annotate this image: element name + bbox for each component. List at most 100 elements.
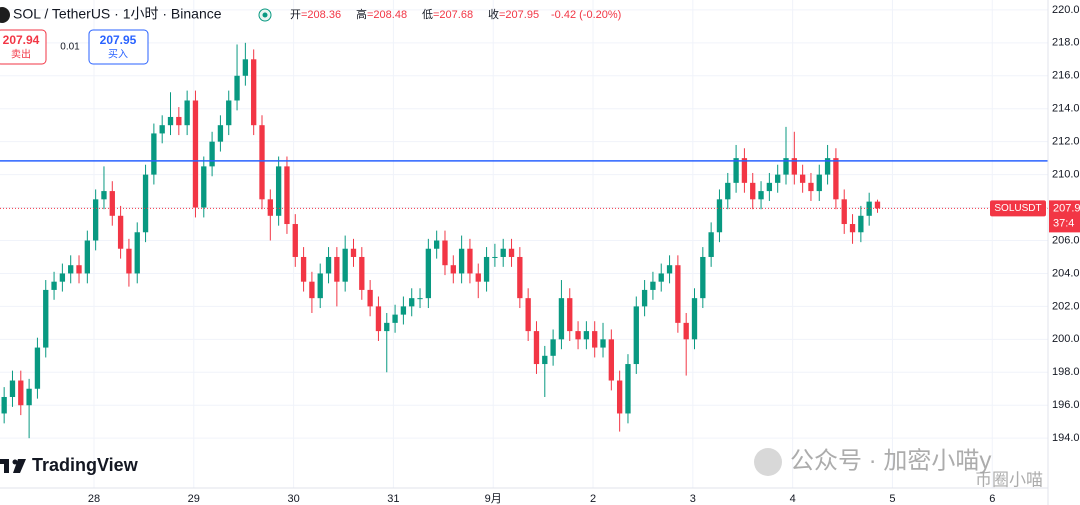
candle-body	[292, 224, 298, 257]
ohlc-label: 收	[488, 7, 499, 21]
candle-body	[691, 298, 698, 340]
candle-body	[334, 256, 340, 282]
logo-mark	[4, 459, 9, 473]
candle-body	[275, 166, 282, 216]
candle-body	[325, 256, 332, 274]
candle-body	[43, 289, 49, 348]
candle-body	[616, 380, 623, 414]
candle-body	[167, 116, 174, 126]
candle-body	[558, 298, 565, 340]
y-tick-label: 200.0	[1052, 333, 1080, 345]
countdown: 37:4	[1053, 217, 1074, 229]
candle-body	[18, 380, 24, 406]
candle-body	[84, 240, 90, 274]
candle-body	[409, 298, 415, 307]
candle-body	[866, 201, 872, 216]
candle-body	[375, 306, 382, 332]
candle-body	[450, 265, 456, 274]
candle-body	[733, 158, 739, 183]
y-tick-label: 206.0	[1052, 234, 1080, 246]
candle-body	[109, 191, 115, 216]
x-tick-label: 4	[790, 493, 796, 505]
candle-body	[317, 273, 323, 299]
candle-body	[517, 256, 523, 299]
candle-body	[242, 59, 249, 76]
x-tick-label: 5	[889, 493, 895, 505]
x-tick-label: 31	[387, 493, 399, 505]
candle-body	[874, 201, 881, 209]
candle-body	[300, 256, 307, 282]
candle-body	[184, 100, 190, 126]
candle-body	[467, 248, 473, 274]
candle-body	[849, 224, 856, 233]
candle-body	[76, 265, 82, 274]
candle-body	[400, 306, 407, 315]
candle-body	[350, 248, 357, 257]
ohlc-label: 高	[356, 7, 367, 21]
candle-body	[775, 174, 781, 183]
ohlc-label: 低	[422, 8, 433, 21]
candle-body	[841, 199, 847, 225]
buy-button[interactable]	[88, 29, 149, 65]
y-tick-label: 220.0	[1052, 4, 1080, 16]
x-tick-label: 29	[188, 493, 200, 505]
x-tick-label: 9月	[485, 493, 502, 505]
watermark-text: 币圈小喵	[975, 470, 1043, 489]
symbol-title: SOL / TetherUS · 1小时 · Binance	[13, 6, 222, 22]
candle-body	[799, 174, 806, 183]
candle-body	[716, 199, 723, 233]
candle-body	[625, 364, 631, 414]
candle-body	[68, 265, 74, 274]
candle-body	[683, 322, 689, 340]
logo-text: TradingView	[32, 455, 139, 475]
y-tick-label: 202.0	[1052, 300, 1080, 312]
candle-body	[442, 240, 448, 266]
y-tick-label: 212.0	[1052, 136, 1080, 148]
candle-body	[592, 331, 598, 348]
candle-body	[675, 265, 681, 323]
price-tag-bg	[1049, 200, 1080, 233]
candle-body	[192, 100, 199, 208]
candles	[1, 42, 881, 439]
ohlc: 开 =208.36 高 =208.48 低 =207.68 收 =207.95 -0.42 (-…	[290, 7, 621, 21]
sell-button[interactable]	[0, 29, 47, 65]
x-tick-label: 3	[690, 493, 696, 505]
candle-body	[126, 248, 132, 274]
candle-body	[725, 182, 731, 200]
x-tick-label: 28	[88, 493, 100, 505]
candle-body	[708, 232, 714, 257]
candle-body	[824, 158, 831, 175]
y-tick-label: 216.0	[1052, 70, 1080, 82]
status-dot-inner	[262, 12, 268, 18]
candle-body	[342, 248, 348, 282]
candle-body	[750, 182, 756, 200]
logo-mark	[12, 459, 18, 465]
candle-body	[816, 174, 822, 192]
candle-body	[500, 248, 506, 257]
candle-body	[567, 298, 573, 332]
candle-body	[783, 158, 789, 175]
y-tick-label: 214.0	[1052, 103, 1080, 115]
candle-body	[608, 339, 614, 381]
candle-body	[392, 314, 398, 323]
ohlc-value: =208.48	[367, 9, 407, 21]
candle-body	[766, 182, 773, 192]
sell-label: 卖出	[11, 48, 31, 61]
spread: 0.01	[60, 42, 80, 53]
candle-body	[833, 158, 839, 200]
candle-body	[458, 248, 465, 274]
y-tick-label: 198.0	[1052, 366, 1080, 378]
candle-body	[309, 281, 315, 299]
y-tick-label: 204.0	[1052, 267, 1080, 279]
symbol-tag: SOLUSDT	[994, 203, 1041, 214]
x-tick-label: 6	[989, 493, 995, 505]
candle-body	[142, 174, 149, 233]
candle-body	[159, 125, 165, 134]
candle-body	[666, 265, 673, 274]
candle-body	[59, 273, 66, 282]
candle-body	[550, 339, 556, 356]
buy-price: 207.95	[100, 33, 137, 47]
candle-body	[858, 215, 864, 233]
candle-body	[434, 240, 440, 249]
